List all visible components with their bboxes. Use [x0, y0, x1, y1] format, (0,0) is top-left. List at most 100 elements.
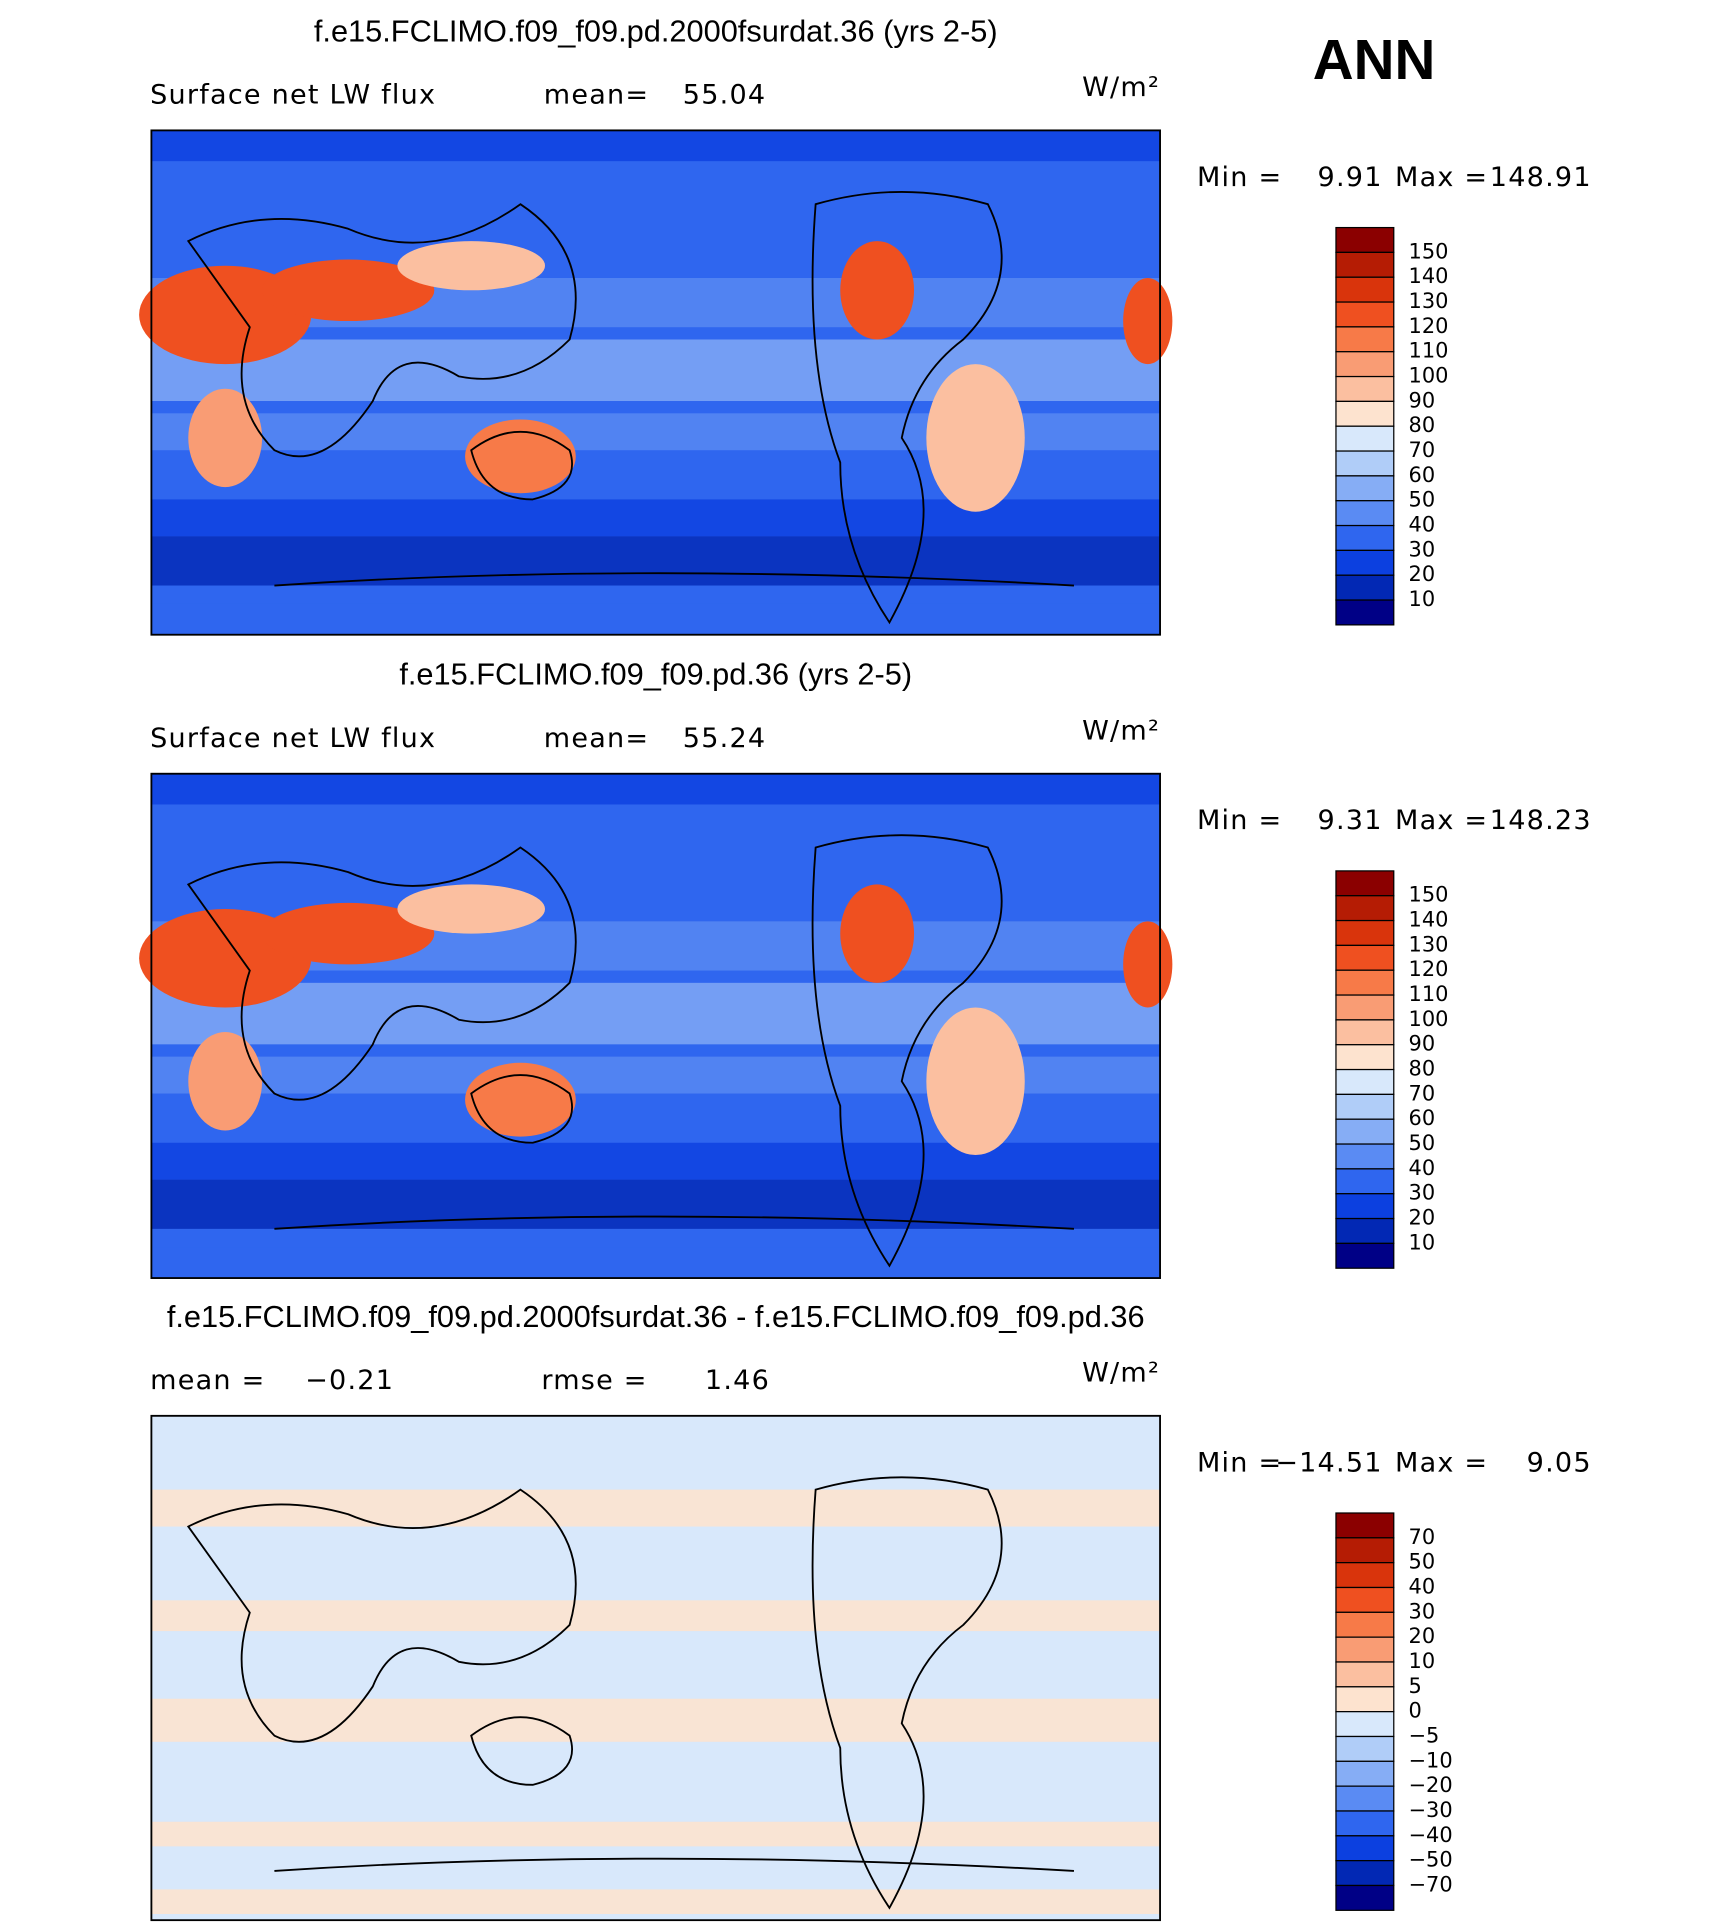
colorbar-box — [1335, 1537, 1395, 1564]
map-band — [151, 1142, 1161, 1180]
colorbar-box — [1335, 870, 1395, 897]
map-band — [151, 773, 1161, 805]
map-band — [151, 603, 1161, 635]
map-region — [840, 241, 915, 340]
colorbar-box — [1335, 375, 1395, 403]
min-value: 9.91 — [1318, 162, 1383, 193]
min-label: Min = — [1197, 805, 1282, 836]
max-label: Max = — [1395, 1447, 1488, 1478]
units: W/m² — [1082, 715, 1160, 746]
stat-value: −0.21 — [305, 1365, 394, 1396]
units: W/m² — [1082, 72, 1160, 103]
colorbar-label: 40 — [1409, 1156, 1436, 1180]
colorbar-label: 110 — [1409, 339, 1449, 363]
map-band — [151, 1247, 1161, 1279]
colorbar-label: 70 — [1409, 1525, 1436, 1549]
coastline — [186, 1476, 1075, 1910]
colorbar-label: 90 — [1409, 1032, 1436, 1056]
stat-label: mean= — [544, 79, 650, 110]
colorbar-box — [1335, 1760, 1395, 1787]
map-band — [151, 1600, 1161, 1632]
colorbar-box — [1335, 574, 1395, 601]
map-region — [840, 884, 915, 983]
map-band — [151, 536, 1161, 586]
colorbar-box — [1335, 1168, 1395, 1195]
map-region — [465, 1062, 576, 1137]
colorbar-label: 50 — [1409, 1131, 1436, 1155]
colorbar-box — [1335, 400, 1395, 427]
colorbar-box — [1335, 1860, 1395, 1887]
map-region — [188, 1032, 263, 1131]
colorbar-label: 50 — [1409, 1550, 1436, 1574]
colorbar-box — [1335, 1242, 1395, 1269]
colorbar-box — [1335, 1044, 1395, 1071]
colorbar-box — [1335, 549, 1395, 576]
map-band — [151, 1489, 1161, 1527]
colorbar-label: 130 — [1409, 932, 1449, 956]
colorbar-label: 70 — [1409, 438, 1436, 462]
colorbar-label: 20 — [1409, 562, 1436, 586]
colorbar-label: 40 — [1409, 513, 1436, 537]
colorbar-box — [1335, 1118, 1395, 1145]
map-region — [262, 259, 435, 322]
max-label: Max = — [1395, 162, 1488, 193]
map-band — [151, 130, 1161, 162]
colorbar-label: 10 — [1409, 1230, 1436, 1254]
colorbar-label: −5 — [1409, 1723, 1440, 1747]
map-band — [151, 499, 1161, 537]
colorbar-label: 20 — [1409, 1206, 1436, 1230]
colorbar-box — [1335, 599, 1395, 626]
map-region — [1123, 921, 1173, 1008]
season-label: ANN — [1313, 28, 1436, 91]
panel: f.e15.FCLIMO.f09_f09.pd.36 (yrs 2-5) Surf… — [139, 657, 1592, 1279]
colorbar-label: 110 — [1409, 982, 1449, 1006]
colorbar-box — [1335, 450, 1395, 477]
colorbar-label: 100 — [1409, 1007, 1449, 1031]
colorbar-label: 70 — [1409, 1081, 1436, 1105]
max-label: Max = — [1395, 805, 1488, 836]
map-region — [262, 902, 435, 965]
colorbar-box — [1335, 226, 1395, 254]
colorbar-label: 30 — [1409, 537, 1436, 561]
coastline — [186, 190, 1075, 625]
stat-value: 1.46 — [705, 1365, 770, 1396]
colorbar-box — [1335, 1586, 1395, 1613]
colorbar-label: 0 — [1409, 1699, 1422, 1723]
colorbar-box — [1335, 1562, 1395, 1589]
colorbar-box — [1335, 276, 1395, 303]
colorbar-box — [1335, 1636, 1395, 1663]
panel-title: f.e15.FCLIMO.f09_f09.pd.2000fsurdat.36 -… — [167, 1299, 1145, 1334]
map-frame — [150, 129, 1161, 636]
variable-name: Surface net LW flux — [150, 79, 436, 110]
colorbar-box — [1335, 475, 1395, 502]
colorbar-label: 130 — [1409, 289, 1449, 313]
colorbar-label: 40 — [1409, 1574, 1436, 1598]
colorbar-box — [1335, 969, 1395, 996]
colorbar-label: −50 — [1409, 1848, 1453, 1872]
colorbar-box — [1335, 895, 1395, 922]
min-label: Min = — [1197, 1447, 1282, 1478]
colorbar-label: 5 — [1409, 1674, 1422, 1698]
colorbar-box — [1335, 1785, 1395, 1812]
stat-label: rmse = — [541, 1365, 647, 1396]
min-value: −14.51 — [1275, 1447, 1382, 1478]
colorbar-label: 30 — [1409, 1599, 1436, 1623]
min-value: 9.31 — [1318, 805, 1383, 836]
colorbar-label: 140 — [1409, 908, 1449, 932]
colorbar-box — [1335, 1193, 1395, 1220]
map-region — [465, 419, 576, 494]
max-value: 148.23 — [1490, 805, 1592, 836]
colorbar-box — [1335, 1686, 1395, 1713]
colorbar-box — [1335, 1611, 1395, 1638]
colorbar-box — [1335, 425, 1395, 452]
colorbar-label: −20 — [1409, 1773, 1453, 1797]
panel: f.e15.FCLIMO.f09_f09.pd.2000fsurdat.36 -… — [150, 1299, 1591, 1922]
map-region — [926, 364, 1025, 512]
colorbar-label: 80 — [1409, 413, 1436, 437]
colorbar-label: 150 — [1409, 239, 1449, 263]
colorbar-box — [1335, 326, 1395, 353]
colorbar-label: 120 — [1409, 314, 1449, 338]
panel-title: f.e15.FCLIMO.f09_f09.pd.2000fsurdat.36 (… — [314, 13, 998, 48]
colorbar-box — [1335, 351, 1395, 378]
